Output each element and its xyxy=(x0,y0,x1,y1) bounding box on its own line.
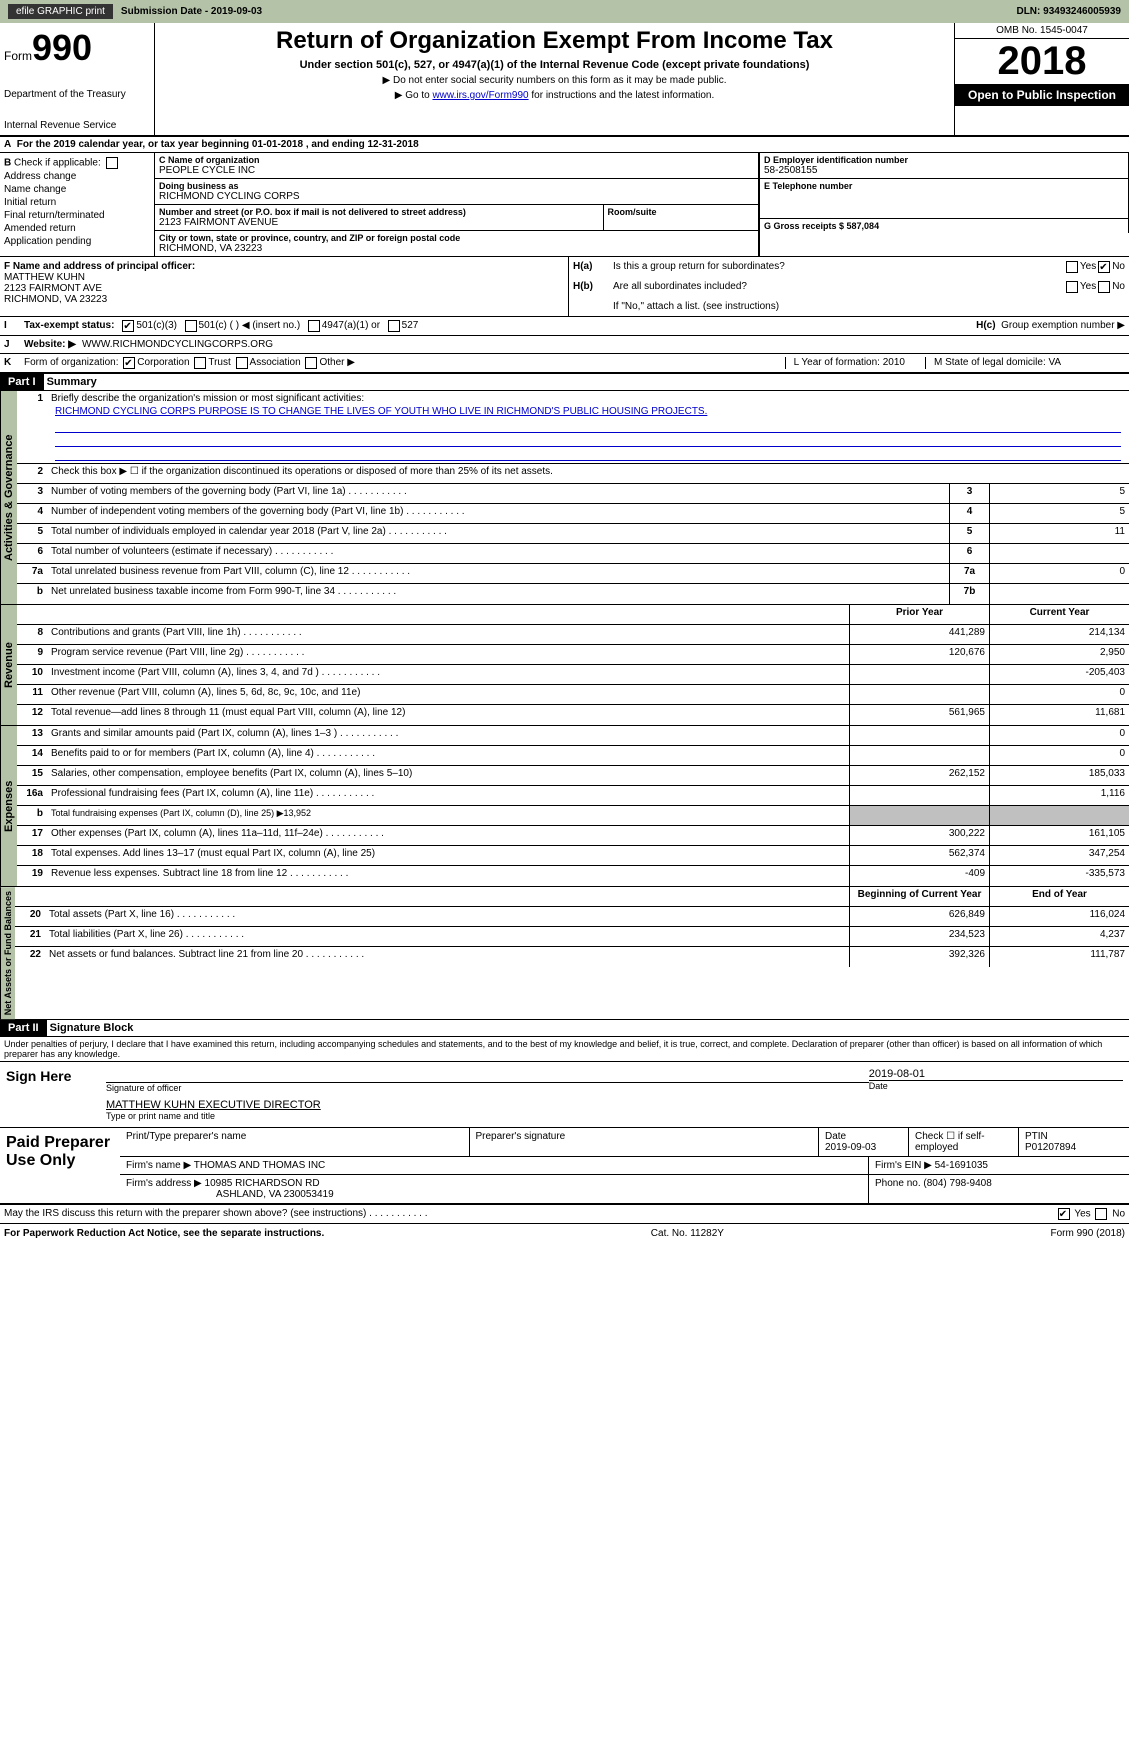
part1-hdr: Part I xyxy=(0,374,44,390)
instr1: ▶ Do not enter social security numbers o… xyxy=(159,75,950,86)
form-title: Return of Organization Exempt From Incom… xyxy=(159,27,950,55)
omb: OMB No. 1545-0047 xyxy=(955,23,1129,39)
sign-block: Sign Here Signature of officer 2019-08-0… xyxy=(0,1062,1129,1128)
tab-expenses: Expenses xyxy=(0,726,17,886)
dln: DLN: 93493246005939 xyxy=(1016,6,1121,17)
footer: For Paperwork Reduction Act Notice, see … xyxy=(0,1224,1129,1243)
row-a: A For the 2019 calendar year, or tax yea… xyxy=(0,137,1129,153)
instr2a: ▶ Go to xyxy=(395,90,433,101)
part2-hdr: Part II xyxy=(0,1020,47,1036)
efile-btn[interactable]: efile GRAPHIC print xyxy=(8,4,113,19)
tab-governance: Activities & Governance xyxy=(0,391,17,604)
irs: Internal Revenue Service xyxy=(4,120,150,131)
col-c: C Name of organizationPEOPLE CYCLE INC D… xyxy=(155,153,759,256)
form-number: 990 xyxy=(32,27,92,68)
tax-year: 2018 xyxy=(955,39,1129,84)
dept: Department of the Treasury xyxy=(4,89,150,100)
tab-net: Net Assets or Fund Balances xyxy=(0,887,15,1019)
col-b: B Check if applicable: Address change Na… xyxy=(0,153,155,256)
irs-link[interactable]: www.irs.gov/Form990 xyxy=(432,90,528,101)
subm-date: Submission Date - 2019-09-03 xyxy=(121,6,262,17)
col-f: F Name and address of principal officer:… xyxy=(0,257,569,316)
perjury: Under penalties of perjury, I declare th… xyxy=(0,1037,1129,1062)
subtitle: Under section 501(c), 527, or 4947(a)(1)… xyxy=(159,59,950,71)
instr2b: for instructions and the latest informat… xyxy=(529,90,715,101)
col-deg: D Employer identification number58-25081… xyxy=(759,153,1129,256)
form-header: Form990 Department of the Treasury Inter… xyxy=(0,23,1129,137)
tab-revenue: Revenue xyxy=(0,605,17,725)
paid-preparer: Paid Preparer Use Only Print/Type prepar… xyxy=(0,1128,1129,1205)
top-bar: efile GRAPHIC print Submission Date - 20… xyxy=(0,0,1129,23)
form-label: Form xyxy=(4,49,32,63)
open-public: Open to Public Inspection xyxy=(955,84,1129,106)
